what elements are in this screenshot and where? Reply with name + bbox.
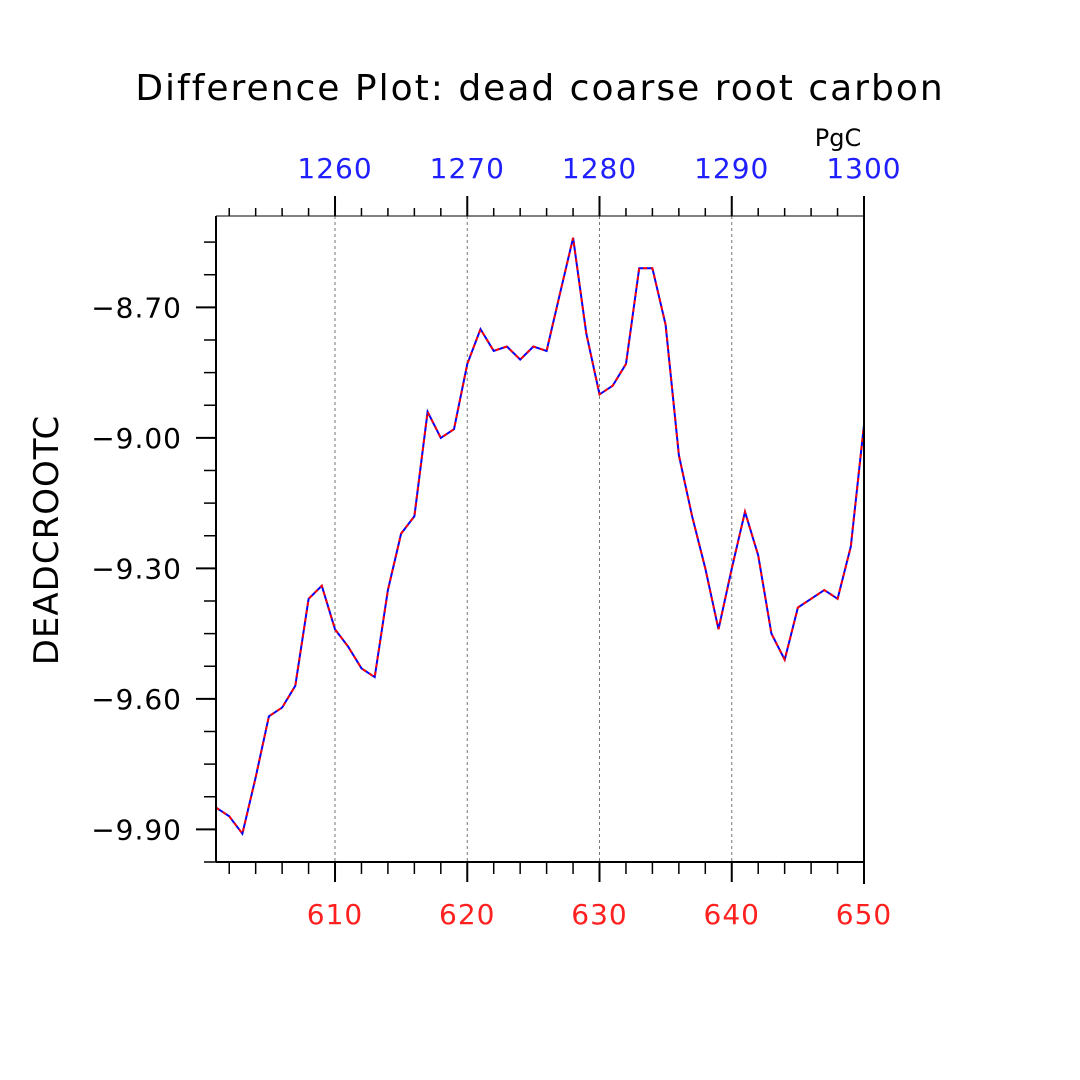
y-axis-label: DEADCROOTC xyxy=(27,415,67,666)
tick-marks xyxy=(196,196,865,882)
tick-labels: −9.90 −9.60 −9.30 −9.00 −8.70 610 620 630 640 650… xyxy=(91,152,901,931)
x-top-tick-label-4: 1300 xyxy=(826,152,901,185)
x-bottom-tick-label-3: 640 xyxy=(704,898,760,931)
x-bottom-tick-label-4: 650 xyxy=(836,898,892,931)
axes xyxy=(215,200,865,884)
y-tick-label-0: −9.90 xyxy=(91,813,182,846)
top-axis-units: PgC xyxy=(815,124,861,152)
x-top-tick-label-0: 1260 xyxy=(297,152,372,185)
series-line-2 xyxy=(215,237,865,836)
x-top-tick-label-1: 1270 xyxy=(430,152,505,185)
x-bottom-tick-label-1: 620 xyxy=(439,898,495,931)
x-top-tick-label-3: 1290 xyxy=(694,152,769,185)
y-tick-label-2: −9.30 xyxy=(91,552,182,585)
series-group xyxy=(215,237,865,836)
y-tick-label-3: −9.00 xyxy=(91,422,182,455)
x-bottom-tick-label-2: 630 xyxy=(571,898,627,931)
x-top-tick-label-2: 1280 xyxy=(562,152,637,185)
x-bottom-tick-label-0: 610 xyxy=(307,898,363,931)
y-tick-label-1: −9.60 xyxy=(91,683,182,716)
y-tick-label-4: −8.70 xyxy=(91,291,182,324)
chart-title: Difference Plot: dead coarse root carbon xyxy=(135,68,944,109)
